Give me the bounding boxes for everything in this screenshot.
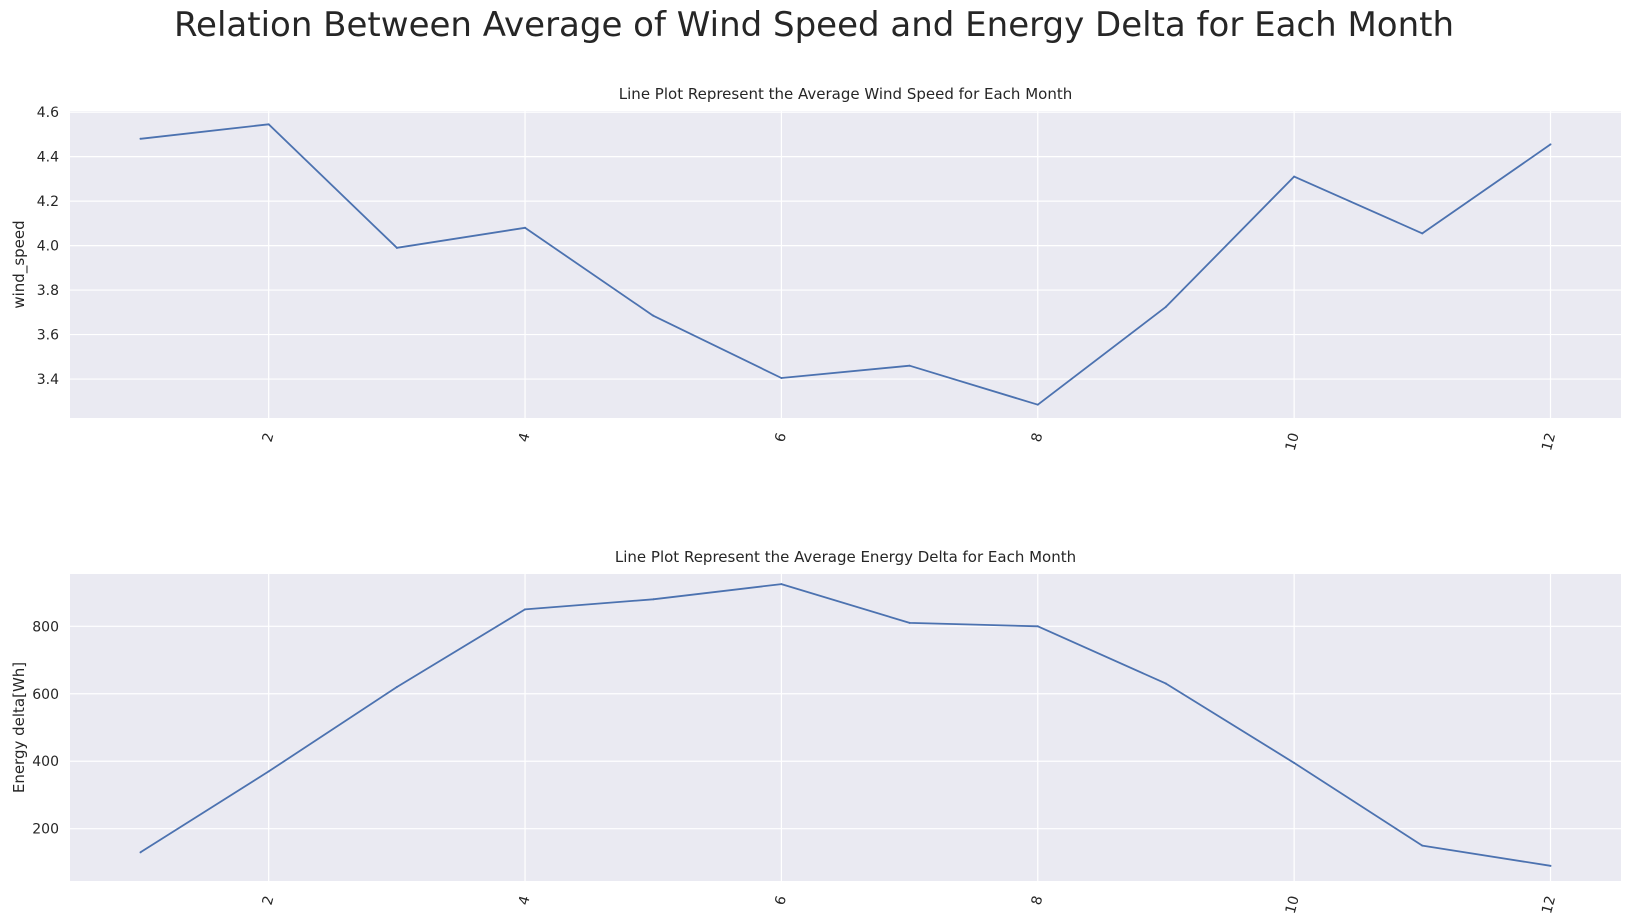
- x-tick-label: 8: [1029, 431, 1047, 444]
- data-point: [139, 137, 142, 140]
- x-tick-label: 6: [772, 894, 790, 907]
- y-tick-label: 4.4: [37, 150, 59, 166]
- plot-background: [70, 111, 1621, 418]
- data-point: [908, 621, 911, 624]
- data-point: [267, 770, 270, 773]
- data-point: [1293, 175, 1296, 178]
- figure-title: Relation Between Average of Wind Speed a…: [174, 5, 1454, 45]
- x-tick-label: 10: [1283, 894, 1303, 915]
- data-point: [524, 226, 527, 229]
- data-point: [524, 608, 527, 611]
- y-tick-label: 4.0: [37, 239, 59, 255]
- data-point: [1293, 761, 1296, 764]
- data-point: [1164, 682, 1167, 685]
- data-point: [395, 246, 398, 249]
- data-point: [139, 851, 142, 854]
- y-axis-label: Energy delta[Wh]: [10, 662, 28, 793]
- x-tick-label: 6: [772, 431, 790, 444]
- x-tick-label: 8: [1029, 894, 1047, 907]
- y-tick-label: 3.8: [37, 283, 59, 299]
- data-point: [1421, 232, 1424, 235]
- series-line: [140, 123, 1552, 406]
- y-tick-label: 800: [32, 619, 59, 635]
- y-tick-label: 400: [32, 754, 59, 770]
- y-tick-label: 3.6: [37, 328, 59, 344]
- subplot-title: Line Plot Represent the Average Energy D…: [615, 548, 1076, 566]
- y-axis-label: wind_speed: [10, 220, 29, 308]
- x-tick-label: 4: [516, 431, 534, 444]
- x-tick-label: 12: [1539, 894, 1559, 915]
- data-point: [780, 376, 783, 379]
- data-point: [1036, 625, 1039, 628]
- y-tick-label: 4.6: [37, 105, 59, 121]
- data-point: [908, 364, 911, 367]
- x-tick-label: 4: [516, 894, 534, 907]
- data-point: [395, 686, 398, 689]
- y-tick-label: 3.4: [37, 372, 59, 388]
- data-point: [267, 123, 270, 126]
- data-point: [780, 583, 783, 586]
- data-point: [1164, 305, 1167, 308]
- data-point: [1549, 864, 1552, 867]
- data-point: [652, 598, 655, 601]
- data-point: [1036, 403, 1039, 406]
- subplot-title: Line Plot Represent the Average Wind Spe…: [619, 85, 1072, 103]
- x-tick-label: 2: [260, 894, 278, 907]
- y-tick-label: 600: [32, 687, 59, 703]
- data-point: [1549, 143, 1552, 146]
- x-tick-label: 12: [1539, 431, 1559, 452]
- subplot-1: 3.4 3.6 3.8 4.0 4.2 4.4 4.6 2 4 6 8 10 12 Line Plot R…: [10, 85, 1621, 453]
- x-tick-label: 2: [260, 431, 278, 444]
- x-tick-label: 10: [1283, 431, 1303, 452]
- y-tick-label: 4.2: [37, 194, 59, 210]
- plots-container: 3.4 3.6 3.8 4.0 4.2 4.4 4.6 2 4 6 8 10 12 Line Plot R…: [10, 85, 1621, 916]
- data-point: [652, 314, 655, 317]
- plot-background: [70, 574, 1621, 881]
- data-point: [1421, 844, 1424, 847]
- y-tick-label: 200: [32, 822, 59, 838]
- subplot-2: 200 400 600 800 2 4 6 8 10 12 Line Plot Represent …: [10, 548, 1621, 916]
- series-line: [140, 583, 1551, 867]
